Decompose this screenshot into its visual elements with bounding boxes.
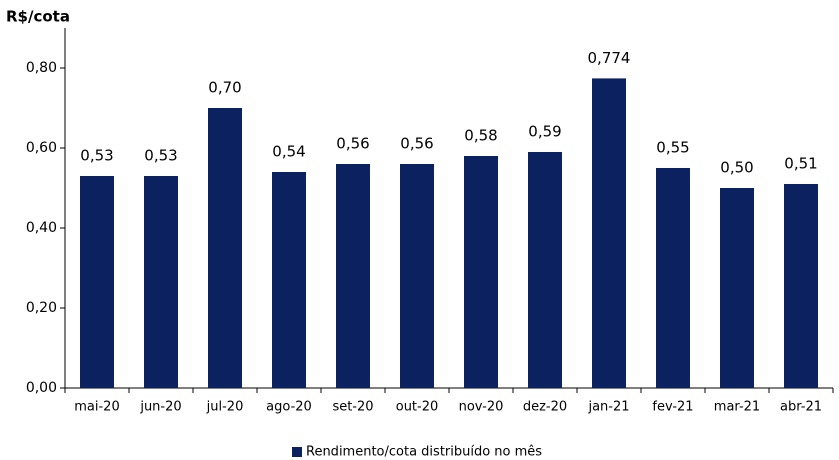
x-tick-label: jan-21 <box>587 400 629 415</box>
y-tick-label: 0,00 <box>26 380 57 396</box>
bar <box>400 164 434 388</box>
legend-swatch <box>292 447 302 457</box>
y-tick-label: 0,20 <box>26 300 57 316</box>
x-tick-label: jun-20 <box>139 400 181 415</box>
data-label: 0,58 <box>464 127 497 145</box>
bar <box>784 184 818 388</box>
data-label: 0,53 <box>144 147 177 165</box>
y-tick-label: 0,60 <box>26 140 57 156</box>
x-tick-label: mai-20 <box>74 400 119 415</box>
data-label: 0,56 <box>336 135 369 153</box>
bar <box>464 156 498 388</box>
data-label: 0,54 <box>272 143 305 161</box>
data-label: 0,56 <box>400 135 433 153</box>
x-tick-label: fev-21 <box>652 400 693 415</box>
y-tick-label: 0,40 <box>26 220 57 236</box>
x-tick-label: ago-20 <box>266 400 312 415</box>
y-axis-label: R$/cota <box>6 8 70 26</box>
bar <box>592 78 626 389</box>
x-tick-label: mar-21 <box>714 400 760 415</box>
y-tick-label: 0,80 <box>26 60 57 76</box>
bar <box>720 188 754 388</box>
x-tick-label: jul-20 <box>206 400 244 415</box>
bar <box>272 172 306 388</box>
data-label: 0,774 <box>588 49 631 67</box>
bar <box>656 168 690 388</box>
bar <box>528 152 562 388</box>
bar <box>208 108 242 388</box>
data-label: 0,51 <box>784 155 817 173</box>
x-tick-label: abr-21 <box>780 400 822 415</box>
x-tick-label: nov-20 <box>459 400 504 415</box>
bar <box>80 176 114 388</box>
data-label: 0,50 <box>720 159 753 177</box>
bar <box>144 176 178 388</box>
x-tick-label: set-20 <box>332 400 373 415</box>
x-tick-label: dez-20 <box>523 400 567 415</box>
data-label: 0,59 <box>528 123 561 141</box>
legend-label: Rendimento/cota distribuído no mês <box>306 445 542 460</box>
data-label: 0,55 <box>656 139 689 157</box>
data-label: 0,70 <box>208 79 241 97</box>
data-label: 0,53 <box>80 147 113 165</box>
bar <box>336 164 370 388</box>
x-tick-label: out-20 <box>396 400 439 415</box>
